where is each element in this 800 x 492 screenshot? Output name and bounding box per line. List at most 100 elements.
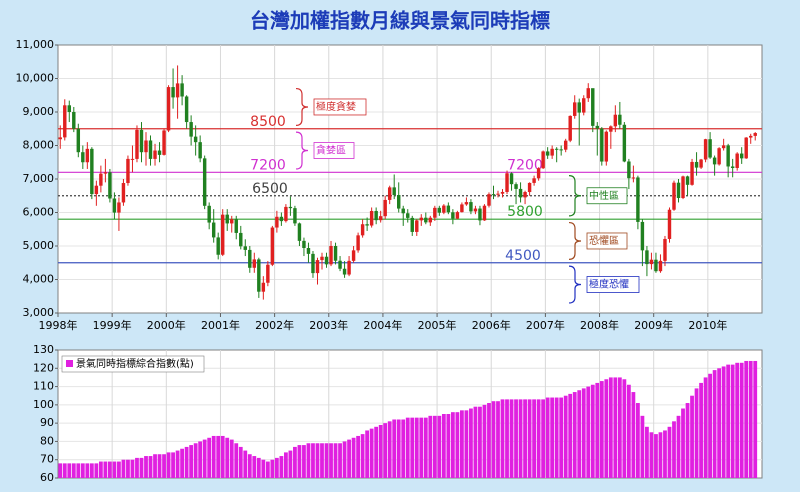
- bar: [360, 434, 365, 478]
- candle-body: [306, 248, 311, 254]
- candle-body: [595, 125, 599, 129]
- candle-body: [302, 240, 306, 249]
- bar: [518, 399, 523, 478]
- zone-label-box: [586, 232, 628, 250]
- candle-body: [230, 219, 234, 224]
- x-tick-label: 2000年: [147, 318, 186, 332]
- candle-body: [667, 209, 672, 239]
- zone-label-box: [313, 98, 367, 116]
- bar: [329, 443, 333, 478]
- bar: [450, 412, 455, 478]
- candle-body: [243, 246, 247, 250]
- bar: [270, 459, 275, 478]
- bar: [108, 461, 112, 478]
- candle-body: [550, 148, 554, 156]
- bar: [153, 454, 157, 478]
- bar: [685, 403, 690, 478]
- bar: [640, 415, 645, 478]
- candle-body: [730, 166, 735, 168]
- candle-body: [545, 151, 550, 156]
- reference-label: 7200: [250, 157, 286, 173]
- legend-label: 景氣同時指標綜合指數(點): [76, 357, 194, 370]
- bar: [690, 395, 694, 478]
- candle-body: [378, 216, 383, 221]
- candle-body: [410, 217, 414, 232]
- bar: [437, 415, 442, 478]
- candle-body: [712, 157, 717, 165]
- bar: [550, 397, 555, 478]
- candle-body: [744, 137, 748, 159]
- candle-body: [288, 206, 293, 209]
- candle-body: [455, 212, 460, 219]
- bar: [356, 435, 360, 478]
- candle-body: [604, 131, 609, 162]
- candle-body: [207, 205, 211, 223]
- y-tick-label: 100: [33, 398, 54, 411]
- candle-body: [518, 188, 523, 198]
- bar: [193, 443, 198, 478]
- bar: [225, 437, 230, 478]
- bar: [184, 446, 189, 478]
- zone-label-box: [313, 142, 355, 159]
- zone-label: 極度恐懼: [589, 278, 629, 291]
- bar: [554, 397, 559, 478]
- candle-body: [252, 259, 257, 268]
- candle-body: [99, 173, 103, 186]
- candle-body: [735, 153, 739, 168]
- candle-body: [144, 140, 148, 153]
- bar: [559, 397, 564, 478]
- candle-body: [234, 219, 238, 233]
- bar: [446, 414, 451, 478]
- candle-body: [293, 208, 297, 224]
- bar: [374, 426, 379, 478]
- candle-body: [509, 173, 514, 185]
- bar: [342, 441, 347, 478]
- candle-body: [85, 148, 90, 163]
- reference-label: 7200: [507, 157, 543, 173]
- bar: [148, 456, 153, 478]
- y-tick-label: 5,000: [23, 239, 55, 252]
- bar: [80, 463, 85, 478]
- bar: [649, 432, 654, 478]
- bar: [599, 381, 604, 478]
- candle-body: [749, 135, 753, 138]
- zone-label: 中性區: [589, 189, 619, 202]
- y-tick-label: 70: [40, 453, 54, 466]
- bar: [577, 390, 582, 478]
- candle-body: [586, 88, 590, 99]
- bar: [175, 450, 180, 478]
- bar: [392, 419, 397, 478]
- bar: [645, 426, 649, 478]
- bar: [306, 443, 311, 478]
- candle-body: [428, 217, 433, 223]
- candle-body: [58, 137, 62, 140]
- bar: [347, 439, 351, 478]
- zone-label: 貪婪區: [316, 144, 346, 157]
- candle-body: [627, 161, 631, 179]
- candle-body: [162, 130, 166, 155]
- bar: [482, 404, 487, 478]
- candle-body: [166, 87, 171, 131]
- bar: [112, 461, 117, 478]
- x-tick-label: 1998年: [39, 318, 78, 332]
- candle-body: [658, 260, 663, 272]
- bar: [378, 424, 383, 478]
- candle-body: [369, 210, 374, 226]
- candle-body: [275, 216, 279, 228]
- candle-body: [171, 87, 175, 98]
- candle-body: [202, 158, 207, 206]
- candle-body: [315, 260, 320, 274]
- bar: [67, 463, 72, 478]
- bar: [320, 443, 324, 478]
- candle-body: [523, 192, 527, 198]
- bar: [405, 417, 410, 478]
- bar: [62, 463, 67, 478]
- bar: [324, 443, 329, 478]
- candle-body: [681, 176, 685, 199]
- candle-body: [184, 96, 189, 123]
- bar: [487, 403, 491, 478]
- bar: [401, 419, 406, 478]
- y-tick-label: 6,000: [23, 206, 55, 219]
- bar: [428, 415, 433, 478]
